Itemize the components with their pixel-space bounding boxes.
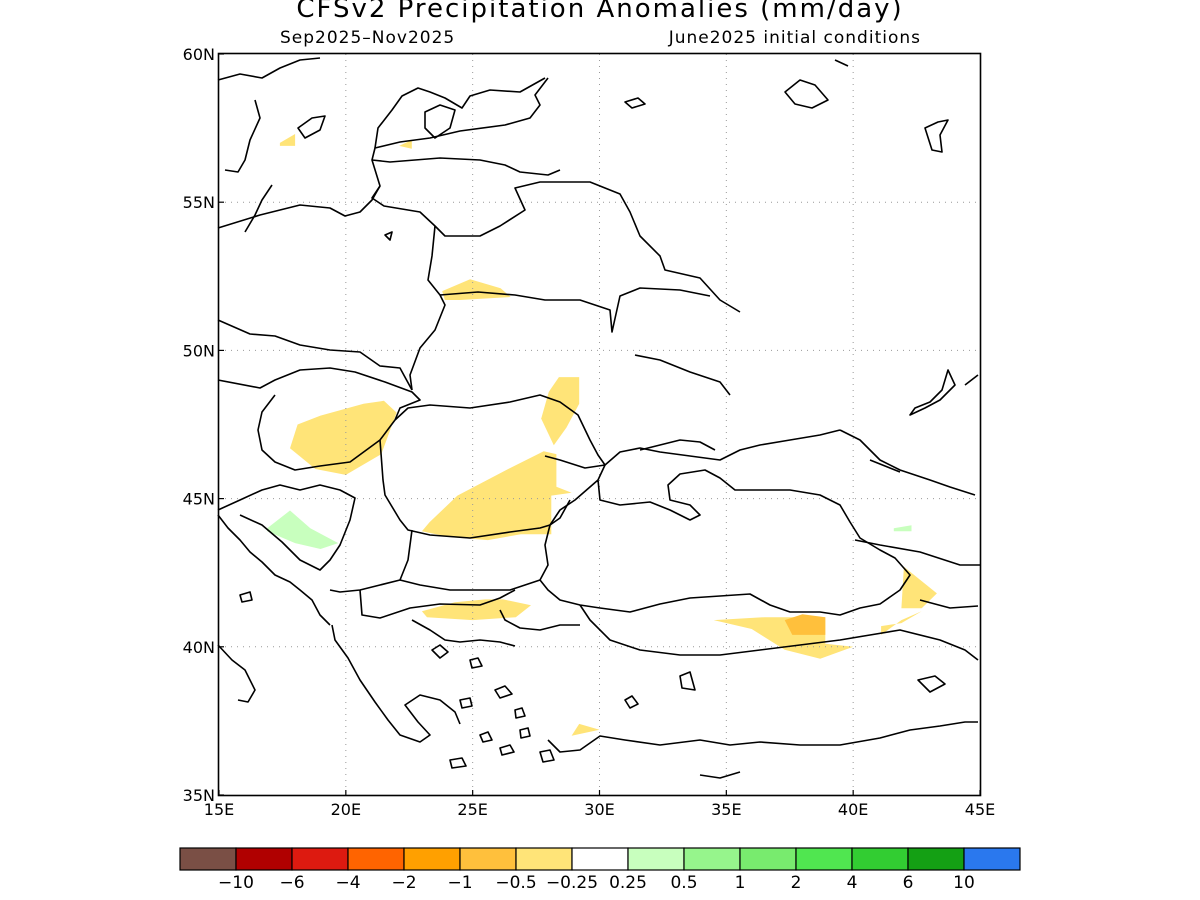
colorbar-label: 2 — [791, 873, 802, 893]
anomaly-region — [541, 377, 580, 446]
colorbar-swatch — [347, 847, 405, 871]
colorbar-label: −0.25 — [546, 873, 598, 893]
colorbar-swatch — [627, 847, 685, 871]
colorbar-swatch — [571, 847, 629, 871]
lon-tick-label: 30E — [584, 800, 614, 819]
anomaly-region — [442, 279, 511, 300]
anomaly-region — [421, 599, 531, 621]
colorbar-swatch — [963, 847, 1021, 871]
lat-tick-label: 60N — [183, 45, 215, 64]
anomaly-region — [267, 510, 339, 549]
colorbar-swatch — [403, 847, 461, 871]
anomaly-region — [571, 723, 600, 736]
lat-tick-label: 35N — [183, 786, 215, 805]
forecast-period: Sep2025–Nov2025 — [280, 28, 456, 48]
colorbar-swatch — [235, 847, 293, 871]
colorbar-label: −2 — [391, 873, 416, 893]
colorbar-swatch — [851, 847, 909, 871]
anomaly-shading — [267, 134, 937, 736]
colorbar-label: 10 — [953, 873, 975, 893]
map-title: CFSv2 Precipitation Anomalies (mm/day) — [296, 0, 904, 24]
lon-tick-label: 40E — [838, 800, 868, 819]
lon-tick-label: 25E — [457, 800, 487, 819]
anomaly-region — [893, 525, 912, 532]
colorbar-label: 6 — [903, 873, 914, 893]
lon-tick-label: 15E — [204, 800, 234, 819]
coastlines-and-borders — [217, 57, 980, 779]
colorbar-swatch — [179, 847, 237, 871]
anomaly-region — [881, 611, 922, 635]
map-frame — [217, 52, 982, 797]
anomaly-region — [784, 614, 826, 635]
initial-conditions: June2025 initial conditions — [668, 28, 921, 48]
colorbar-label: 1 — [735, 873, 746, 893]
axis-tick-labels: 15E 20E 25E 30E 35E 40E 45E 60N 55N 50N 45N 40N 35N — [183, 45, 996, 819]
colorbar-label: −0.5 — [495, 873, 536, 893]
lon-tick-label: 45E — [965, 800, 995, 819]
colorbar: −10 −6 −4 −2 −1 −0.5 −0.25 0.25 0.5 1 2 4 6 10 — [179, 847, 1021, 893]
colorbar-swatch — [907, 847, 965, 871]
anomaly-region — [421, 451, 572, 541]
colorbar-swatch — [795, 847, 853, 871]
lon-tick-label: 20E — [331, 800, 361, 819]
colorbar-label: −6 — [279, 873, 304, 893]
colorbar-swatch — [739, 847, 797, 871]
anomaly-region — [901, 566, 937, 609]
anomaly-region — [279, 134, 296, 146]
colorbar-label: −10 — [218, 873, 254, 893]
colorbar-label: 4 — [847, 873, 858, 893]
colorbar-swatch — [515, 847, 573, 871]
colorbar-swatch — [459, 847, 517, 871]
lat-tick-label: 50N — [183, 341, 215, 360]
lat-tick-label: 40N — [183, 638, 215, 657]
lat-tick-label: 55N — [183, 193, 215, 212]
colorbar-label: −1 — [447, 873, 472, 893]
anomaly-region — [399, 140, 412, 149]
colorbar-swatch — [683, 847, 741, 871]
colorbar-swatch — [291, 847, 349, 871]
colorbar-label: 0.25 — [609, 873, 647, 893]
colorbar-label: −4 — [335, 873, 360, 893]
lon-tick-label: 35E — [711, 800, 741, 819]
lat-tick-label: 45N — [183, 490, 215, 509]
colorbar-label: 0.5 — [670, 873, 697, 893]
anomaly-region — [290, 400, 397, 475]
